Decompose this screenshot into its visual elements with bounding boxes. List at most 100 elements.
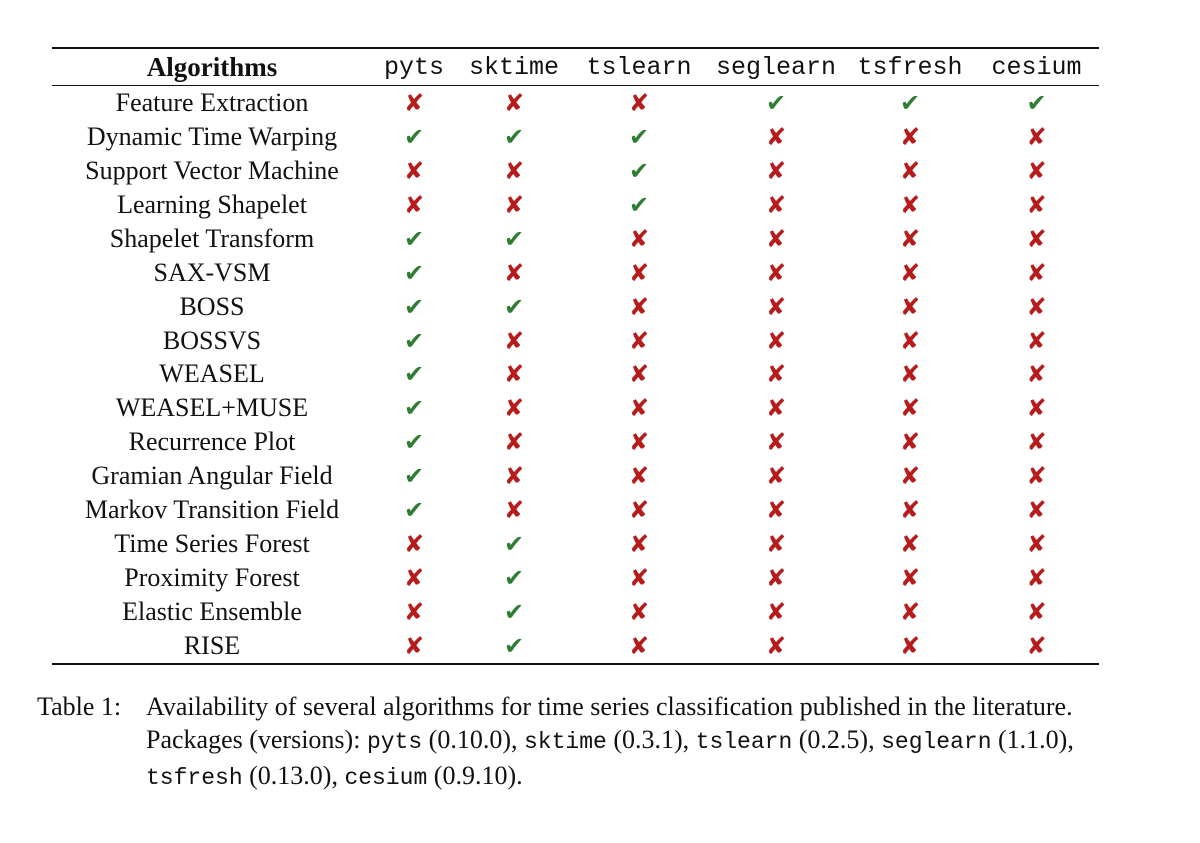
check-icon: ✔ [503, 122, 525, 151]
caption-package-pyts: pyts [366, 729, 423, 755]
cross-icon: ✘ [765, 156, 787, 185]
check-icon: ✔ [403, 428, 425, 457]
check-icon: ✔ [403, 360, 425, 389]
cross-icon: ✘ [403, 598, 425, 627]
algorithm-name: WEASEL+MUSE [115, 393, 309, 423]
cross-icon: ✘ [899, 631, 921, 660]
check-icon: ✔ [765, 88, 787, 117]
caption-package-tsfresh: tsfresh [146, 765, 243, 791]
table-row: Recurrence Plot ✔ ✘ ✘ ✘ ✘ ✘ [52, 425, 1099, 459]
cross-icon: ✘ [403, 156, 425, 185]
table-body: Feature Extraction ✘ ✘ ✘ ✔ ✔ ✔ Dynamic Time War… [52, 86, 1099, 664]
table-row: WEASEL+MUSE ✔ ✘ ✘ ✘ ✘ ✘ [52, 391, 1099, 425]
cross-icon: ✘ [1026, 631, 1047, 660]
check-icon: ✔ [403, 122, 425, 151]
cross-icon: ✘ [765, 564, 787, 593]
cross-icon: ✘ [628, 88, 650, 117]
table-header-row: Algorithms pyts sktime tslearn seglearn tsfre… [52, 48, 1099, 86]
cross-icon: ✘ [765, 360, 787, 389]
cross-icon: ✘ [1026, 428, 1047, 457]
cross-icon: ✘ [765, 224, 787, 253]
table-row: Elastic Ensemble ✘ ✔ ✘ ✘ ✘ ✘ [52, 595, 1099, 629]
cross-icon: ✘ [628, 394, 650, 423]
cross-icon: ✘ [765, 122, 787, 151]
cross-icon: ✘ [503, 496, 525, 525]
cross-icon: ✘ [899, 190, 921, 219]
cross-icon: ✘ [1026, 292, 1047, 321]
check-icon: ✔ [403, 462, 425, 491]
algorithm-name: WEASEL [159, 359, 265, 389]
cross-icon: ✘ [1026, 496, 1047, 525]
caption-package-sktime: sktime [523, 729, 607, 755]
caption-version-cesium: (0.9.10). [427, 761, 523, 790]
cross-icon: ✘ [765, 190, 787, 219]
cross-icon: ✘ [899, 496, 921, 525]
cross-icon: ✘ [503, 394, 525, 423]
caption-version-tsfresh: (0.13.0), [242, 761, 345, 790]
cross-icon: ✘ [899, 598, 921, 627]
cross-icon: ✘ [899, 224, 921, 253]
cross-icon: ✘ [1026, 156, 1047, 185]
cross-icon: ✘ [1026, 258, 1047, 287]
table-row: Learning Shapelet ✘ ✘ ✔ ✘ ✘ ✘ [52, 188, 1099, 222]
cross-icon: ✘ [899, 258, 921, 287]
cross-icon: ✘ [765, 462, 787, 491]
caption-package-cesium: cesium [344, 765, 428, 791]
cross-icon: ✘ [899, 428, 921, 457]
cross-icon: ✘ [899, 360, 921, 389]
cross-icon: ✘ [403, 564, 425, 593]
cross-icon: ✘ [1026, 224, 1047, 253]
cross-icon: ✘ [1026, 598, 1047, 627]
cross-icon: ✘ [1026, 122, 1047, 151]
algorithm-name: Proximity Forest [124, 563, 300, 593]
cross-icon: ✘ [899, 564, 921, 593]
cross-icon: ✘ [628, 292, 650, 321]
algorithm-name: Elastic Ensemble [122, 597, 302, 627]
cross-icon: ✘ [899, 462, 921, 491]
table-row: WEASEL ✔ ✘ ✘ ✘ ✘ ✘ [52, 358, 1099, 392]
cross-icon: ✘ [628, 428, 650, 457]
caption-version-sktime: (0.3.1), [606, 725, 696, 754]
table-row: BOSS ✔ ✔ ✘ ✘ ✘ ✘ [52, 290, 1099, 324]
algorithm-name: Learning Shapelet [117, 189, 307, 219]
caption-package-seglearn: seglearn [881, 729, 992, 755]
cross-icon: ✘ [899, 394, 921, 423]
check-icon: ✔ [503, 224, 525, 253]
cross-icon: ✘ [628, 360, 650, 389]
cross-icon: ✘ [403, 530, 425, 559]
cross-icon: ✘ [403, 88, 425, 117]
check-icon: ✔ [503, 598, 525, 627]
cross-icon: ✘ [765, 258, 787, 287]
algorithm-name: SAX-VSM [153, 257, 271, 287]
cross-icon: ✘ [1026, 530, 1047, 559]
cross-icon: ✘ [628, 258, 650, 287]
header-algorithms: Algorithms [146, 51, 278, 82]
algorithm-name: Markov Transition Field [84, 495, 340, 525]
cross-icon: ✘ [503, 258, 525, 287]
header-package-pyts: pyts [383, 52, 444, 82]
algorithm-name: RISE [183, 630, 241, 660]
check-icon: ✔ [403, 292, 425, 321]
table-row: Shapelet Transform ✔ ✔ ✘ ✘ ✘ ✘ [52, 222, 1099, 256]
caption-version-tslearn: (0.2.5), [792, 725, 882, 754]
cross-icon: ✘ [628, 530, 650, 559]
cross-icon: ✘ [765, 394, 787, 423]
table-row: RISE ✘ ✔ ✘ ✘ ✘ ✘ [52, 629, 1099, 664]
table-row: Proximity Forest ✘ ✔ ✘ ✘ ✘ ✘ [52, 561, 1099, 595]
cross-icon: ✘ [503, 428, 525, 457]
cross-icon: ✘ [403, 190, 425, 219]
table-row: Time Series Forest ✘ ✔ ✘ ✘ ✘ ✘ [52, 527, 1099, 561]
header-package-tsfresh: tsfresh [857, 52, 963, 82]
algorithm-name: BOSSVS [162, 325, 262, 355]
cross-icon: ✘ [899, 122, 921, 151]
caption-label: Table 1: [37, 692, 122, 721]
table-row: BOSSVS ✔ ✘ ✘ ✘ ✘ ✘ [52, 324, 1099, 358]
cross-icon: ✘ [765, 292, 787, 321]
cross-icon: ✘ [628, 631, 650, 660]
header-package-cesium: cesium [991, 52, 1082, 82]
cross-icon: ✘ [628, 224, 650, 253]
caption-text: Availability of several algorithms for t… [146, 690, 1121, 795]
check-icon: ✔ [503, 530, 525, 559]
cross-icon: ✘ [628, 564, 650, 593]
header-package-tslearn: tslearn [586, 52, 692, 82]
